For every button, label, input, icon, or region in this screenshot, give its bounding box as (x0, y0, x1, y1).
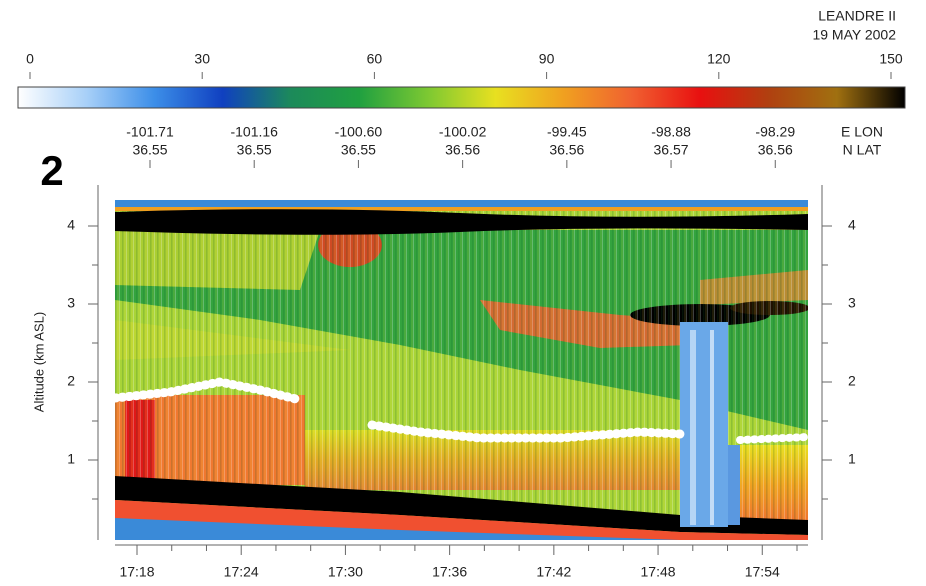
lat-label: 36.56 (549, 142, 584, 158)
y-tick-label: 1 (67, 451, 75, 467)
lidar-image (115, 200, 808, 540)
lon-label: -98.88 (651, 124, 691, 140)
panel-label: 2 (40, 147, 63, 194)
x-tick-label: 17:48 (641, 564, 676, 580)
y-tick-label-right: 3 (848, 295, 856, 311)
y-tick-label-right: 4 (848, 217, 856, 233)
lat-label: 36.55 (341, 142, 376, 158)
lat-label: 36.55 (132, 142, 167, 158)
lat-label: 36.55 (237, 142, 272, 158)
y-axis-label: Altitude (km ASL) (31, 312, 46, 412)
lon-label: -101.16 (230, 124, 278, 140)
y-tick-label-right: 2 (848, 373, 856, 389)
x-tick-label: 17:24 (224, 564, 259, 580)
lat-label: 36.57 (654, 142, 689, 158)
x-tick-label: 17:36 (432, 564, 467, 580)
colorbar-tick-label: 150 (879, 51, 903, 67)
subtitle: 19 MAY 2002 (812, 27, 896, 43)
x-tick-label: 17:18 (119, 564, 154, 580)
lon-label: -101.71 (126, 124, 174, 140)
colorbar-tick-label: 0 (26, 51, 34, 67)
lon-label: -100.60 (335, 124, 383, 140)
lat-label: 36.56 (445, 142, 480, 158)
lon-label: -99.45 (547, 124, 587, 140)
lon-label: -98.29 (755, 124, 795, 140)
x-tick-label: 17:42 (536, 564, 571, 580)
lon-axis-label: E LON (841, 124, 883, 140)
lat-axis-label: N LAT (843, 142, 882, 158)
y-tick-label: 2 (67, 373, 75, 389)
colorbar-tick-label: 60 (367, 51, 383, 67)
x-tick-label: 17:30 (328, 564, 363, 580)
colorbar-tick-label: 90 (539, 51, 555, 67)
x-tick-label: 17:54 (745, 564, 780, 580)
y-tick-label: 3 (67, 295, 75, 311)
lat-label: 36.56 (758, 142, 793, 158)
y-tick-label: 4 (67, 217, 75, 233)
colorbar (17, 86, 906, 109)
colorbar-tick-label: 30 (194, 51, 210, 67)
title: LEANDRE II (818, 8, 896, 24)
lon-label: -100.02 (439, 124, 487, 140)
colorbar-tick-label: 120 (707, 51, 731, 67)
y-tick-label-right: 1 (848, 451, 856, 467)
